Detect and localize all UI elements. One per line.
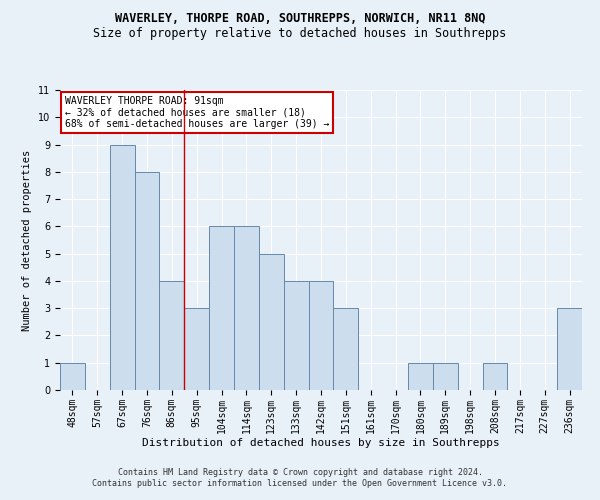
Text: Contains HM Land Registry data © Crown copyright and database right 2024.
Contai: Contains HM Land Registry data © Crown c… (92, 468, 508, 487)
Bar (160, 281, 184, 390)
Bar (308, 281, 334, 390)
Bar (482, 362, 508, 390)
Text: WAVERLEY THORPE ROAD: 91sqm
← 32% of detached houses are smaller (18)
68% of sem: WAVERLEY THORPE ROAD: 91sqm ← 32% of det… (65, 96, 329, 129)
Y-axis label: Number of detached properties: Number of detached properties (22, 150, 32, 330)
X-axis label: Distribution of detached houses by size in Southrepps: Distribution of detached houses by size … (142, 438, 500, 448)
Bar (234, 226, 259, 390)
Bar (408, 362, 433, 390)
Text: WAVERLEY, THORPE ROAD, SOUTHREPPS, NORWICH, NR11 8NQ: WAVERLEY, THORPE ROAD, SOUTHREPPS, NORWI… (115, 12, 485, 26)
Bar (134, 172, 160, 390)
Bar (433, 362, 458, 390)
Bar (284, 281, 308, 390)
Bar (557, 308, 582, 390)
Bar (110, 144, 134, 390)
Bar (334, 308, 358, 390)
Text: Size of property relative to detached houses in Southrepps: Size of property relative to detached ho… (94, 28, 506, 40)
Bar (60, 362, 85, 390)
Bar (184, 308, 209, 390)
Bar (209, 226, 234, 390)
Bar (259, 254, 284, 390)
